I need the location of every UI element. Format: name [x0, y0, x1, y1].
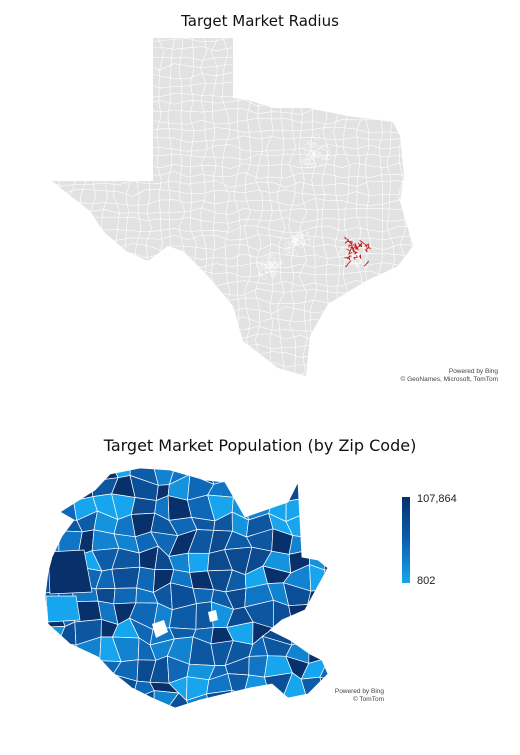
zip-code-polygons — [45, 468, 328, 708]
target-radius-zips — [344, 236, 372, 268]
legend-min-label: 802 — [417, 575, 436, 587]
population-legend: 107,864 802 — [400, 493, 500, 593]
map-title-population: Target Market Population (by Zip Code) — [103, 436, 417, 455]
houston-zip-choropleth — [44, 467, 329, 709]
texas-shape — [52, 38, 413, 376]
legend-color-ramp — [402, 497, 410, 583]
houston-metro-outline — [44, 467, 329, 709]
map-attribution-top: Powered by Bing © GeoNames, Microsoft, T… — [400, 368, 499, 383]
texas-zip-map — [52, 38, 413, 376]
map-title-target-radius: Target Market Radius — [181, 12, 339, 30]
map-attribution-bottom: Powered by Bing © TomTom — [334, 688, 384, 703]
zip-gap-areas — [152, 610, 218, 638]
legend-max-label: 107,864 — [417, 493, 457, 505]
